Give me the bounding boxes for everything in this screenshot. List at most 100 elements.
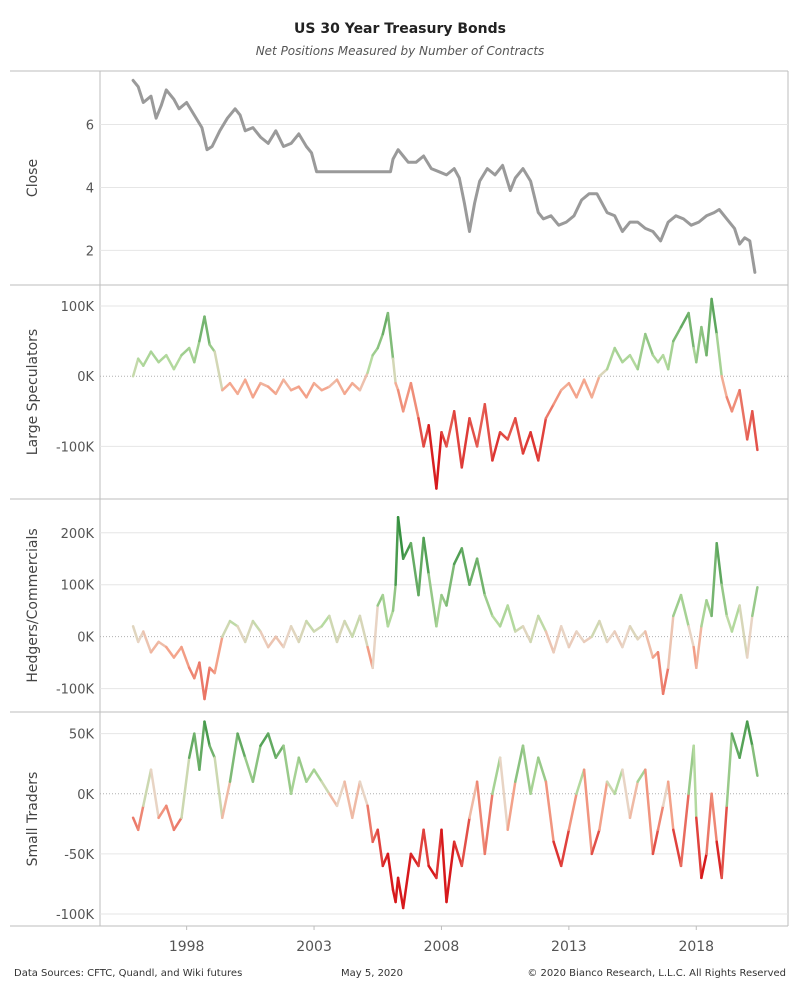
series-segment [700,852,708,880]
series-segment [142,630,153,654]
series-segment [149,350,160,364]
series-segment [590,374,601,399]
series-segment [575,378,586,399]
series-segment [628,625,639,641]
series-segment [715,541,723,586]
series-segment [417,828,425,868]
series-segment [628,353,639,371]
x-tick-label: 2018 [678,939,714,955]
series-segment [666,339,675,371]
series-segment [552,388,563,406]
series-segment [396,876,405,910]
series-segment [376,828,385,868]
series-segment [435,593,443,628]
series-segment [422,424,430,448]
series-segment [705,792,713,856]
series-segment [236,732,247,759]
series-segment [710,297,718,336]
series-segment [692,744,698,820]
series-segment [366,353,374,374]
series-segment [193,732,201,771]
series-segment [656,651,665,696]
footer-copyright: © 2020 Bianco Research, L.L.C. All Right… [527,968,786,979]
y-tick-label: -100K [56,440,95,455]
series-segment [228,732,239,783]
series-segment [651,828,660,856]
series-segment [427,573,438,628]
series-segment [274,378,285,396]
series-segment [172,645,183,659]
series-segment [198,720,206,771]
series-segment [282,744,293,796]
y-tick-label: 2 [86,244,94,259]
series-segment [521,431,532,455]
series-segment [445,840,456,904]
series-segment [335,780,346,808]
series-segment [131,625,140,644]
series-segment [506,780,517,832]
series-segment [422,536,430,576]
series-segment [335,619,346,644]
series-segment [142,768,153,808]
series-segment [328,378,339,388]
series-segment [745,720,754,747]
series-segment [221,619,232,638]
series-segment [289,385,301,392]
series-segment [636,768,647,783]
series-segment [475,403,487,448]
series-segment [401,541,413,560]
series-segment [386,852,395,892]
series-segment [440,828,448,904]
y-tick-label: 0K [77,370,94,385]
series-segment [312,381,323,392]
series-segment [142,350,153,367]
series-segment [460,547,471,586]
footer-sources: Data Sources: CFTC, Quandl, and Wiki fut… [14,968,243,979]
chart-subtitle: Net Positions Measured by Number of Cont… [255,44,545,58]
series-segment [396,388,405,413]
series-segment [491,431,502,462]
series-segment [289,756,301,796]
series-segment [203,666,211,701]
series-segment [636,332,647,371]
series-segment [187,346,196,364]
series-segment [751,410,759,452]
series-segment [452,840,464,868]
y-tick-label: -100K [56,683,95,698]
series-segment [567,630,578,649]
series-segment [498,756,509,832]
series-segment [427,424,438,490]
series-segment [203,720,211,747]
series-segment [621,353,632,364]
series-segment [282,378,293,392]
series-segment [705,297,713,357]
series-segment [700,325,708,357]
y-tick-label: 100K [61,300,95,315]
series-segment [297,385,308,399]
series-segment [157,640,168,649]
series-segment [236,625,247,644]
series-segment [136,804,145,832]
series-segment [358,371,369,392]
series-segment [297,619,308,644]
series-segment [180,346,191,357]
series-segment [172,353,183,371]
series-segment [351,614,362,638]
series-segment [661,780,670,808]
series-segment [180,645,191,670]
series-segment [440,431,448,448]
series-segment [483,403,494,462]
series-segment [391,357,397,385]
series-segment [715,332,723,378]
series-segment [751,744,759,777]
series-segment [710,792,718,844]
series-segment [376,332,385,350]
series-segment [559,625,571,649]
series-segment [506,417,517,441]
series-segment [575,768,586,796]
series-segment [386,311,395,360]
y-axis-label: Close [25,159,41,197]
series-segment [320,780,331,796]
series-segment [266,732,278,759]
